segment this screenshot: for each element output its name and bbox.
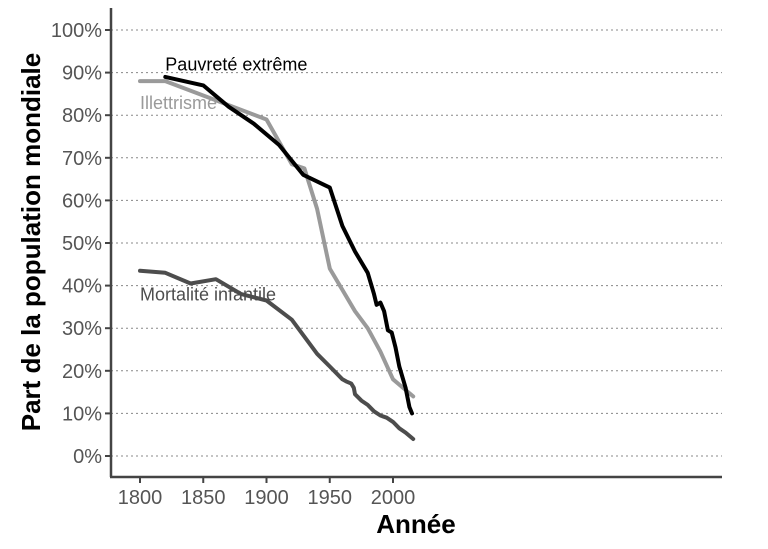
series-line-2 [138, 268, 416, 441]
series-line-0 [163, 74, 414, 416]
y-tick-label: 90% [62, 63, 102, 85]
series-label-2: Mortalité infantile [140, 285, 276, 305]
y-tick-label: 40% [62, 276, 102, 298]
x-tick-label: 1950 [308, 487, 353, 509]
x-tick-label: 1800 [118, 487, 163, 509]
y-tick-label: 100% [51, 20, 102, 42]
x-tick-label: 2000 [371, 487, 416, 509]
y-tick-label: 70% [62, 148, 102, 170]
series-label-1: Illettrisme [140, 93, 217, 113]
ticks: 0% 10% 20% 30% 40% 50% 60% 70% 80% 90% 100% 1800 185… [51, 20, 415, 509]
series-label-0: Pauvreté extrême [165, 54, 307, 74]
y-axis-title: Part de la population mondiale [16, 53, 46, 432]
x-axis-title: Année [376, 509, 455, 539]
y-tick-label: 50% [62, 233, 102, 255]
y-tick-label: 30% [62, 318, 102, 340]
series-labels: Pauvreté extrême Illettrisme Mortalité inf… [140, 54, 307, 304]
x-tick-label: 1850 [181, 487, 226, 509]
gridlines [111, 29, 722, 457]
series-line-1 [138, 79, 416, 399]
y-tick-label: 20% [62, 361, 102, 383]
series-group [138, 74, 416, 441]
y-tick-label: 60% [62, 190, 102, 212]
x-tick-label: 1900 [244, 487, 289, 509]
y-tick-label: 0% [73, 446, 102, 468]
y-tick-label: 10% [62, 403, 102, 425]
y-tick-label: 80% [62, 105, 102, 127]
